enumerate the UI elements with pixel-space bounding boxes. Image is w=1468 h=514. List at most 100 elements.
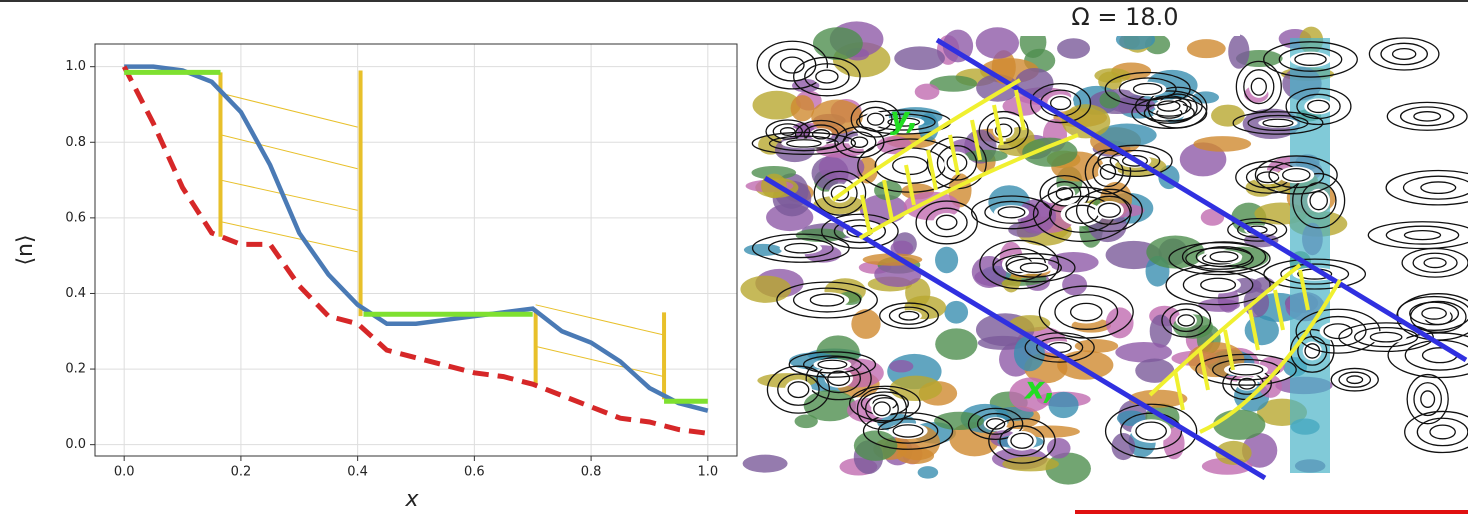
streamline [1227, 218, 1288, 242]
streamline-panel: Ω = 18.0 y, x, [740, 2, 1468, 485]
streamline [1309, 315, 1367, 347]
color-blotch [790, 95, 815, 122]
color-blotch [1186, 39, 1226, 59]
x-tick-label: 1.0 [697, 465, 718, 480]
streamline [1423, 257, 1447, 269]
color-blotch [1002, 456, 1059, 472]
streamline [856, 387, 908, 430]
streamline [1386, 101, 1468, 131]
color-blotch [1009, 377, 1053, 412]
title-bg [1020, 2, 1240, 36]
color-blotch [890, 240, 914, 256]
streamline [877, 418, 939, 444]
streamline [1396, 295, 1468, 331]
streamline [1385, 169, 1468, 206]
streamline [997, 206, 1026, 219]
streamline [1263, 41, 1358, 78]
streamline [792, 287, 862, 313]
line-chart: 0.0 0.2 0.4 0.6 0.8 1.0 0.0 0.2 0.4 0.6 0.8 1.0 x ⟨n⟩ [13, 43, 738, 512]
streamline [1010, 432, 1034, 449]
streamline [1323, 323, 1353, 340]
color-blotch [975, 27, 1020, 59]
streamline [1132, 82, 1163, 96]
color-blotch [914, 83, 940, 100]
streamline [1338, 371, 1372, 388]
streamline [804, 63, 850, 91]
streamline [984, 200, 1039, 224]
streamline [1404, 410, 1468, 454]
streamline [866, 112, 885, 126]
color-blotch [1135, 358, 1175, 383]
streamline [1399, 106, 1455, 127]
streamline [1387, 332, 1468, 379]
streamline [788, 351, 877, 378]
streamline [1403, 230, 1442, 241]
annotation-line [535, 304, 665, 336]
streamline [1280, 263, 1350, 285]
streamline [813, 170, 867, 216]
streamline [1385, 225, 1460, 245]
streamline [1054, 294, 1119, 330]
streamline [849, 385, 921, 422]
y-tick-label: 0.8 [65, 135, 86, 150]
y-tick-label: 0.6 [65, 210, 86, 225]
streamline [805, 356, 872, 401]
streamline [1157, 100, 1181, 112]
streamline [988, 417, 1056, 464]
color-blotch [935, 328, 978, 360]
streamline [821, 213, 899, 249]
color-blotch [794, 414, 818, 429]
yellow-hatch [1298, 269, 1310, 311]
streamline [1367, 221, 1468, 250]
y-tick-label: 0.2 [65, 362, 86, 377]
streamline [1250, 77, 1267, 96]
streamline [1169, 308, 1204, 333]
vortex-core [1131, 419, 1172, 443]
streamline [1086, 195, 1132, 225]
annotation-line [535, 345, 665, 378]
color-blotch [935, 246, 959, 274]
streamline [1097, 144, 1173, 178]
streamline [1263, 258, 1367, 290]
color-blotch [742, 454, 788, 473]
streamline [1404, 339, 1468, 371]
color-blotch [1149, 314, 1173, 348]
yellow-hatch [1223, 329, 1235, 371]
color-blotch [1193, 136, 1252, 152]
yellow-hatch [1248, 309, 1260, 351]
streamline [756, 40, 829, 90]
streamline [1294, 52, 1327, 66]
streamline [862, 412, 954, 450]
color-blotch [1146, 235, 1205, 269]
blue-line [763, 175, 1267, 481]
streamline [1262, 118, 1294, 128]
vortex-core [887, 153, 934, 178]
color-blotch [896, 447, 935, 464]
streamline [1177, 314, 1195, 327]
streamline [1243, 69, 1275, 105]
streamline [1254, 155, 1338, 195]
streamline [787, 381, 810, 399]
yellow-band [831, 78, 1079, 240]
streamline [999, 425, 1045, 457]
streamline [979, 239, 1060, 290]
streamline [827, 370, 851, 387]
streamline [751, 131, 857, 155]
streamline [779, 56, 805, 74]
streamline [970, 195, 1053, 230]
streamline [794, 119, 848, 149]
vortex-core [1060, 202, 1104, 227]
streamline [1406, 373, 1449, 425]
streamline [1024, 332, 1095, 363]
streamline [1135, 421, 1167, 441]
color-blotch [812, 27, 863, 60]
yellow-hatch [1173, 369, 1185, 411]
streamline [1050, 95, 1072, 111]
yellow-hatch [1014, 89, 1026, 131]
annotation-line [220, 179, 358, 211]
x-tick-label: 0.0 [114, 465, 135, 480]
streamline [786, 139, 822, 148]
streamline [1413, 111, 1442, 122]
annotation-line [220, 134, 358, 170]
streamline [1307, 99, 1330, 114]
